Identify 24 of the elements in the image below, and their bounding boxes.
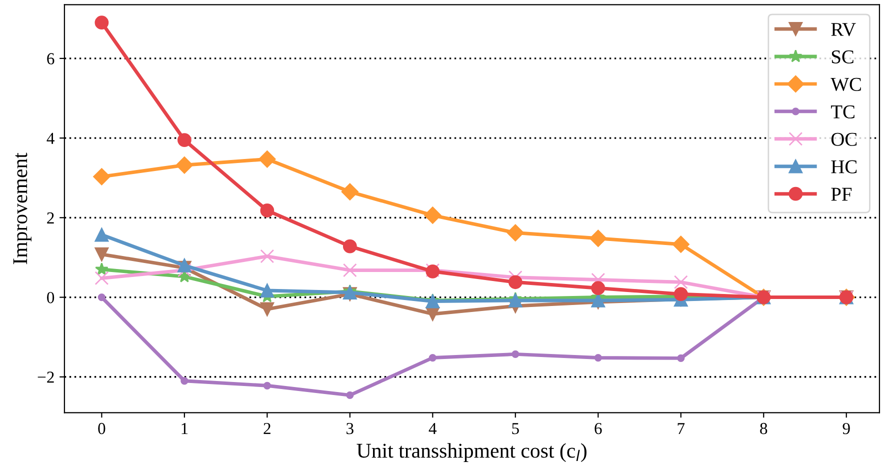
x-tick-label: 8 [760,422,768,434]
legend-label: TC [830,105,854,118]
legend-label: WC [830,78,861,92]
x-tick-label: 6 [594,422,602,434]
legend-label: HC [831,160,857,174]
y-tick-label: 0 [47,292,54,304]
x-tick-label: 3 [346,422,354,434]
x-tick-label: 9 [842,422,850,434]
x-tick-label: 7 [678,423,685,434]
legend-label: RV [831,23,856,36]
x-tick-label: 1 [182,423,188,434]
x-tick-label: 0 [98,422,106,434]
x-tick-label: 2 [264,422,270,434]
y-tick-label: −2 [38,372,54,383]
legend-label: PF [831,188,852,201]
x-tick-label: 5 [512,423,519,434]
y-tick-label: 6 [47,53,54,64]
y-tick-label: 4 [46,132,54,144]
legend-label: SC [832,50,854,64]
legend-label: OC [831,132,857,146]
y-axis-title: Improvement [13,152,32,264]
x-axis-title: Unit transshipment cost (c$_{l}$) [356,443,586,462]
x-tick-label: 4 [428,423,437,434]
y-tick-label: 2 [47,212,54,224]
